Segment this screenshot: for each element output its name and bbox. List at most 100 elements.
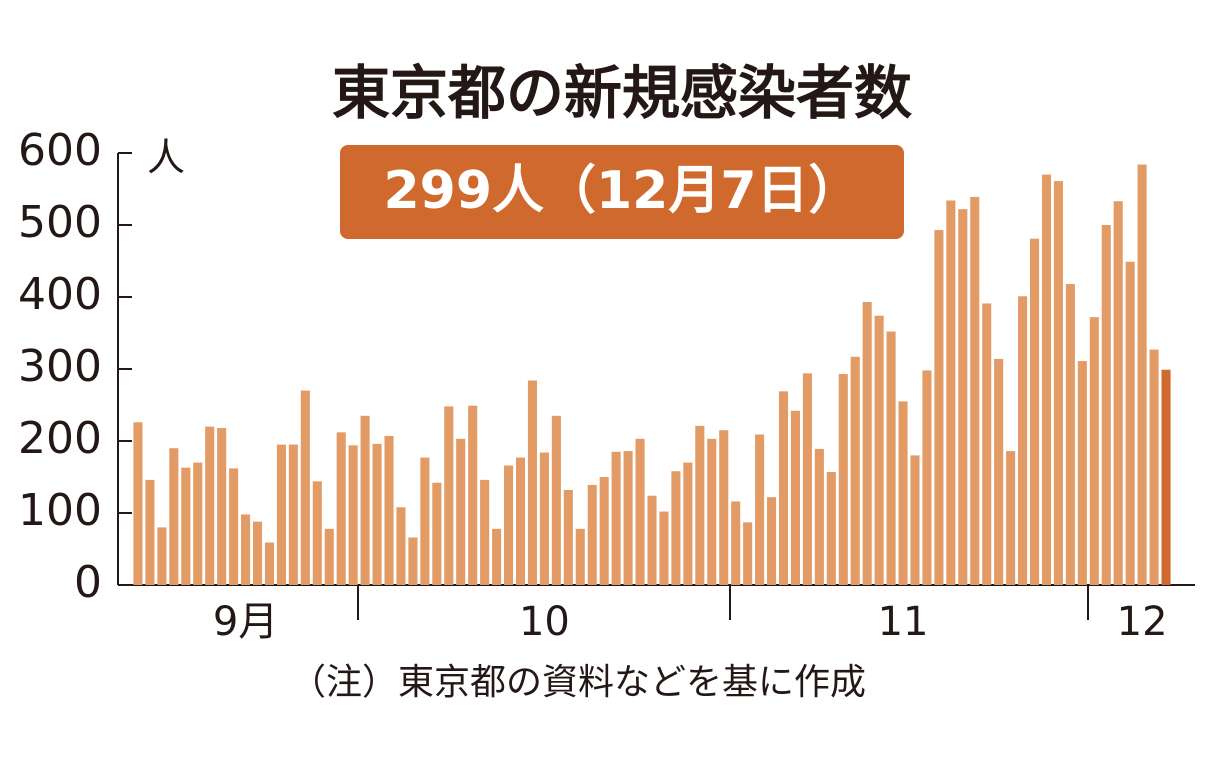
bar: [934, 230, 944, 586]
bar: [1006, 451, 1016, 585]
y-tick-label: 500: [18, 197, 102, 248]
bar: [145, 479, 155, 585]
note: （注）東京都の資料などを基に作成: [290, 662, 866, 703]
bar: [480, 479, 490, 585]
bar: [264, 542, 275, 585]
bar: [492, 528, 502, 585]
x-tick-label: 12: [1117, 599, 1168, 645]
bar: [755, 434, 765, 585]
bar: [551, 415, 561, 585]
bar: [1077, 361, 1087, 585]
y-tick-label: 100: [18, 485, 102, 536]
bar: [396, 507, 406, 585]
bar: [288, 444, 298, 585]
bar: [719, 430, 729, 585]
bar: [623, 451, 633, 585]
bar: [910, 455, 920, 585]
bar: [946, 200, 956, 585]
bar: [850, 356, 860, 585]
bar: [193, 462, 203, 585]
x-tick-label: 10: [519, 599, 570, 645]
y-tick-label: 600: [18, 125, 102, 176]
bar: [1053, 181, 1063, 585]
bar: [300, 390, 310, 585]
bar: [432, 482, 442, 585]
x-tick-label: 11: [878, 599, 929, 645]
chart-title: 東京都の新規感染者数: [332, 59, 912, 127]
bar: [599, 477, 609, 585]
bar: [1065, 284, 1075, 585]
bar: [862, 302, 872, 585]
bar: [133, 422, 143, 585]
bar: [802, 373, 812, 585]
bar: [575, 528, 585, 585]
bar: [1125, 261, 1135, 585]
bar: [1113, 201, 1123, 586]
bar: [169, 448, 179, 585]
bar: [982, 303, 992, 585]
bar: [252, 521, 263, 585]
bar: [372, 443, 382, 585]
bar: [384, 435, 394, 585]
bar: [276, 444, 286, 585]
bar: [778, 391, 789, 585]
bar: [886, 331, 896, 585]
bar: [527, 380, 538, 585]
bar: [468, 405, 478, 585]
y-tick-label: 200: [18, 413, 102, 464]
bar: [1018, 296, 1028, 585]
bar: [336, 432, 346, 585]
bar: [635, 438, 645, 585]
bar: [838, 374, 848, 585]
bar: [456, 438, 466, 585]
bar: [671, 471, 681, 585]
y-tick-label: 0: [74, 557, 102, 608]
bar: [731, 501, 741, 585]
bar: [157, 527, 167, 585]
bar: [312, 481, 322, 585]
bar: [659, 511, 669, 585]
bar: [970, 196, 980, 586]
bar: [360, 415, 370, 585]
bar: [444, 406, 454, 585]
y-tick-label: 400: [18, 269, 102, 320]
bar: [743, 522, 753, 585]
y-tick-label: 300: [18, 341, 102, 392]
x-tick-label: 9月: [213, 599, 278, 645]
bar: [420, 457, 430, 585]
bar: [1137, 164, 1147, 585]
bar: [539, 452, 549, 585]
bar: [1029, 238, 1040, 585]
bar: [1101, 225, 1111, 585]
bar: [826, 471, 836, 585]
bar: [1089, 317, 1099, 585]
bar: [229, 468, 239, 585]
bar: [181, 467, 191, 585]
y-unit: 人: [147, 136, 185, 180]
bar: [647, 495, 657, 585]
bar: [587, 484, 597, 585]
bar: [874, 315, 884, 585]
bar: [408, 537, 418, 585]
bar: [324, 528, 334, 585]
bar: [504, 465, 514, 585]
bar: [1149, 349, 1159, 585]
bar: [958, 209, 968, 585]
bar: [1161, 369, 1171, 585]
annotation-badge: [340, 145, 904, 239]
bar: [611, 451, 621, 585]
bar: [790, 410, 800, 585]
bar: [217, 428, 227, 585]
bar: [515, 457, 526, 585]
bar: [205, 426, 215, 585]
bar: [348, 445, 358, 585]
bar: [1041, 174, 1052, 585]
bar: [922, 370, 932, 585]
bar: [695, 425, 705, 585]
bar: [563, 489, 573, 585]
bar: [683, 462, 693, 585]
bar: [994, 358, 1004, 585]
annotation: 299人（12月7日）: [383, 161, 860, 221]
bar: [707, 438, 717, 585]
